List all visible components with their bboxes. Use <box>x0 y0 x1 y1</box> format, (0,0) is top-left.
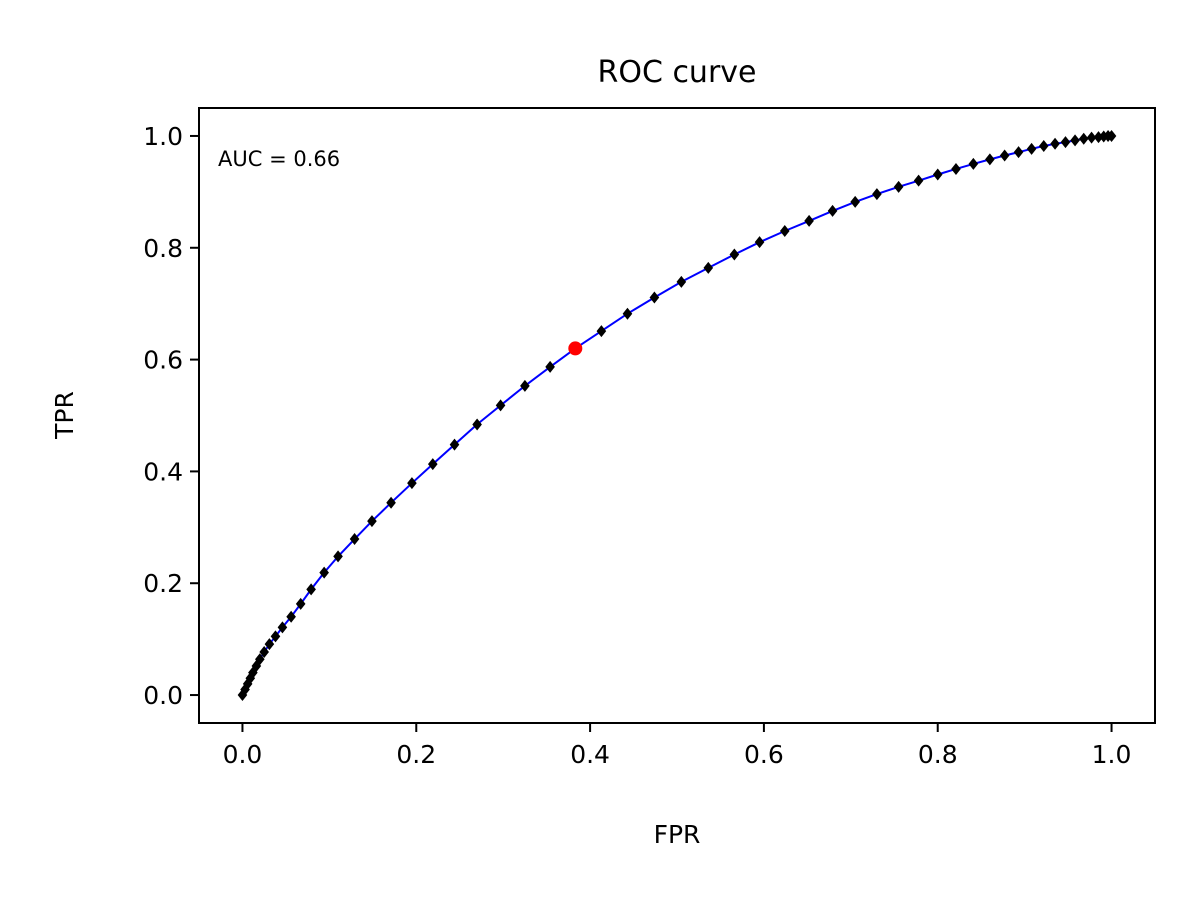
y-tick-label: 0.0 <box>143 681 183 710</box>
roc-point-marker <box>495 399 506 412</box>
roc-point-marker <box>1050 137 1060 150</box>
roc-point-marker <box>1013 146 1024 159</box>
roc-point-marker <box>286 610 296 623</box>
roc-point-marker <box>270 630 281 643</box>
roc-point-marker <box>893 180 904 193</box>
roc-curve-line <box>241 135 1112 696</box>
roc-point-marker <box>985 153 995 166</box>
roc-point-marker <box>932 168 943 181</box>
y-tick-label: 0.6 <box>143 346 183 375</box>
roc-point-marker <box>804 214 814 227</box>
y-tick-label: 0.2 <box>143 569 183 598</box>
roc-point-marker <box>1078 132 1089 145</box>
roc-point-marker <box>367 515 377 528</box>
roc-point-marker <box>251 659 262 672</box>
roc-point-marker <box>779 225 790 237</box>
roc-point-marker <box>255 653 265 666</box>
roc-point-marker <box>319 566 329 579</box>
roc-point-marker <box>729 248 740 261</box>
roc-point-marker <box>951 162 961 175</box>
x-tick-label: 0.4 <box>570 740 610 769</box>
roc-point-marker <box>596 325 607 338</box>
roc-point-marker <box>1086 131 1097 144</box>
y-tick-label: 0.4 <box>143 457 183 486</box>
roc-point-marker <box>237 689 248 702</box>
roc-point-marker <box>333 550 343 563</box>
roc-point-marker <box>649 291 660 304</box>
roc-point-marker <box>472 418 482 431</box>
roc-point-marker <box>850 195 860 208</box>
roc-point-marker <box>277 621 288 634</box>
roc-point-marker <box>676 275 687 288</box>
roc-point-marker <box>1070 134 1080 147</box>
roc-point-marker <box>1060 136 1071 149</box>
x-tick-label: 0.2 <box>396 740 436 769</box>
axes-frame <box>198 107 1156 724</box>
chart-title: ROC curve <box>598 55 757 90</box>
y-axis-label: TPR <box>50 391 79 440</box>
x-axis: 0.0 0.2 0.4 0.6 0.8 1.0 <box>223 723 1132 769</box>
roc-point-marker <box>449 438 460 451</box>
auc-annotation: AUC = 0.66 <box>218 147 340 171</box>
roc-point-marker <box>407 477 417 490</box>
x-tick-label: 0.0 <box>223 740 263 769</box>
x-tick-label: 1.0 <box>1092 740 1132 769</box>
x-tick-label: 0.6 <box>744 740 784 769</box>
roc-point-marker <box>427 458 438 471</box>
roc-point-marker <box>622 307 633 320</box>
roc-point-marker <box>913 174 924 187</box>
roc-point-marker <box>827 204 838 217</box>
roc-point-marker <box>295 597 306 610</box>
roc-point-marker <box>872 188 882 201</box>
roc-point-marker <box>545 360 555 373</box>
highlight-point <box>568 341 583 356</box>
roc-point-marker <box>1026 142 1037 155</box>
roc-point-marker <box>386 496 396 509</box>
plot-area <box>237 129 1117 702</box>
y-tick-label: 1.0 <box>143 122 183 151</box>
roc-point-marker <box>306 583 316 596</box>
roc-point-marker <box>999 149 1010 162</box>
roc-point-marker <box>703 261 714 274</box>
roc-point-marker <box>968 157 979 170</box>
roc-point-marker <box>1038 140 1049 153</box>
roc-point-marker <box>259 645 269 658</box>
x-tick-label: 0.8 <box>918 740 958 769</box>
roc-point-marker <box>1106 129 1117 142</box>
roc-point-marker <box>264 638 275 651</box>
y-tick-label: 0.8 <box>143 234 183 263</box>
roc-point-marker <box>240 683 250 696</box>
y-axis: 0.0 0.2 0.4 0.6 0.8 1.0 <box>143 122 199 710</box>
roc-point-marker <box>349 533 360 546</box>
roc-point-marker <box>520 379 530 392</box>
roc-point-marker <box>754 236 765 249</box>
x-axis-label: FPR <box>654 820 701 849</box>
